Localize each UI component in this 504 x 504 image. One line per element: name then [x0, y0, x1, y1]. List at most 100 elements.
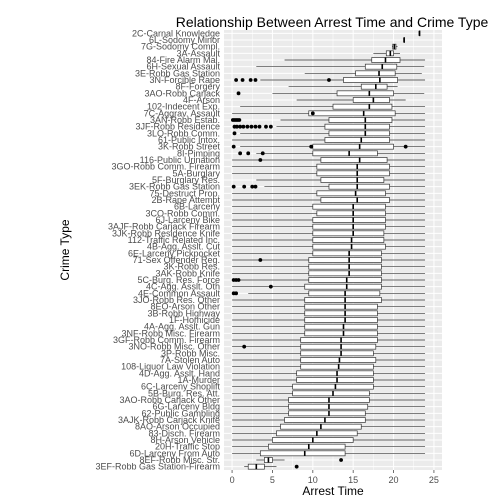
box-iqr: [304, 297, 382, 303]
box-group: [232, 383, 426, 390]
y-tick-label: 8EO-Arson Other: [150, 302, 220, 312]
box-group: [232, 110, 426, 117]
box-iqr: [300, 363, 374, 370]
outlier-point: [403, 144, 408, 149]
y-tick-label: 2C-Carnal Knowledge: [132, 28, 220, 38]
box-iqr: [300, 343, 377, 350]
x-tick-label: 15: [348, 475, 358, 485]
y-tick-label: 2B-Rape Attempt: [151, 195, 220, 205]
box-iqr: [320, 157, 388, 163]
outlier-point: [253, 184, 258, 189]
box-group: [232, 137, 426, 143]
box-iqr: [296, 370, 374, 377]
box-iqr: [328, 117, 393, 123]
y-tick-label: 5F-Burglary Res.: [152, 175, 220, 185]
box-group: [232, 310, 426, 317]
y-tick-label: 3GO-Robb Comm. Firearm: [111, 162, 220, 172]
y-tick-label: 3CO-Robb Comm.: [145, 208, 220, 218]
outlier-point: [234, 291, 239, 296]
y-tick-label: 3A-Assault: [176, 48, 220, 58]
x-tick-label: 10: [308, 475, 318, 485]
box-iqr: [304, 330, 378, 337]
outlier-point: [310, 111, 315, 116]
y-tick-label: 3GF-Robb Comm. Firearm: [113, 335, 220, 345]
box-group: [256, 63, 425, 70]
box-group: [232, 297, 426, 303]
box-iqr: [259, 450, 346, 457]
box-group: [232, 197, 426, 203]
outlier-point: [231, 144, 236, 149]
box-group: [232, 230, 426, 237]
box-iqr: [355, 70, 396, 77]
box-group: [232, 270, 426, 277]
y-tick-label: 75-Destruct Prop.: [149, 188, 220, 198]
y-tick-label: 61-Public Intox.: [158, 135, 220, 145]
box-group: [236, 90, 425, 97]
box-iqr: [316, 210, 386, 217]
box-iqr: [312, 230, 385, 237]
box-group: [296, 97, 406, 103]
box-group: [234, 77, 426, 83]
outlier-point: [253, 78, 258, 82]
box-group: [232, 170, 426, 177]
outlier-point: [240, 78, 245, 82]
box-group: [232, 363, 426, 370]
box-group: [231, 183, 426, 190]
y-tick-label: 3AN-Robb Estab.: [150, 115, 220, 125]
box-group: [232, 450, 426, 457]
x-tick-label: 0: [230, 475, 235, 485]
box-iqr: [304, 310, 378, 317]
y-tick-label: 8I-Pimping: [177, 148, 220, 158]
outlier-point: [253, 124, 258, 129]
box-iqr: [268, 443, 346, 450]
outlier-point: [236, 91, 241, 96]
box-iqr: [364, 63, 398, 70]
y-tick-label: 3N-Forcible Rape: [149, 75, 220, 85]
x-axis-title: Arrest Time: [302, 484, 364, 498]
outlier-point: [231, 184, 236, 189]
outlier-point: [339, 458, 343, 462]
outlier-point: [294, 464, 299, 469]
box-group: [232, 123, 426, 130]
outlier-point: [260, 151, 265, 156]
y-tick-label: 6J-Larceny Bike: [155, 215, 220, 225]
box-group: [232, 130, 426, 137]
box-group: [232, 397, 426, 403]
y-tick-label: 6L-Sodomy Minor: [149, 35, 220, 45]
box-group: [232, 430, 426, 437]
box-iqr: [328, 183, 390, 190]
box-iqr: [312, 143, 394, 150]
y-tick-label: 3K-Robb Street: [158, 142, 221, 152]
box-group: [231, 290, 426, 297]
box-iqr: [316, 163, 390, 170]
box-iqr: [332, 103, 393, 110]
y-tick-label: 1A-Murder: [177, 375, 220, 385]
box-iqr: [304, 303, 378, 310]
outlier-point: [268, 284, 273, 289]
box-group: [373, 50, 401, 57]
box-group: [418, 30, 421, 37]
y-tick-label: 6H-Sexual Assault: [146, 62, 220, 72]
outlier-point: [268, 124, 273, 129]
x-tick-labels: 0 5 10 15 20 25: [230, 470, 439, 485]
box-iqr: [312, 223, 386, 230]
y-tick-label: 3K-Robb Res.: [163, 262, 220, 272]
box-iqr: [320, 197, 390, 203]
box-group: [391, 43, 398, 50]
outlier-point: [249, 124, 254, 129]
y-tick-label: 7G-Sodomy Compl.: [141, 42, 220, 52]
outlier-point: [237, 118, 242, 122]
box-group: [256, 177, 426, 183]
box-group: [238, 150, 426, 157]
box-group: [232, 257, 426, 263]
y-tick-label: 7A-Stolen Auto: [160, 355, 220, 365]
box-group: [240, 103, 426, 110]
box-iqr: [360, 83, 388, 90]
boxes-layer: [230, 30, 426, 470]
outlier-point: [248, 78, 253, 82]
box-group: [232, 370, 426, 377]
outlier-point: [242, 344, 247, 349]
box-iqr: [308, 290, 381, 297]
box-iqr: [352, 97, 390, 103]
